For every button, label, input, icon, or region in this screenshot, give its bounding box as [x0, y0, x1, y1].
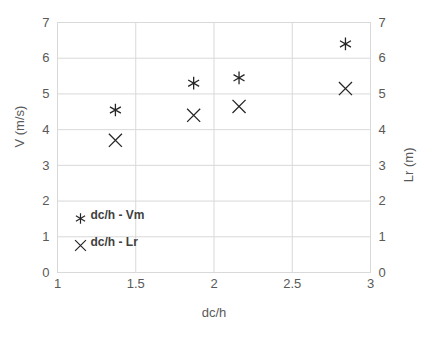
- svg-text:dc/h - Vm: dc/h - Vm: [91, 208, 145, 222]
- svg-text:4: 4: [42, 122, 49, 137]
- svg-text:5: 5: [379, 86, 386, 101]
- svg-text:4: 4: [379, 122, 386, 137]
- svg-text:3: 3: [42, 158, 49, 173]
- svg-text:1.5: 1.5: [127, 276, 145, 291]
- svg-text:2: 2: [210, 276, 217, 291]
- svg-text:2: 2: [379, 193, 386, 208]
- svg-text:2.5: 2.5: [283, 276, 301, 291]
- svg-text:0: 0: [42, 265, 49, 280]
- svg-text:dc/h: dc/h: [202, 305, 227, 320]
- svg-text:2: 2: [42, 193, 49, 208]
- svg-text:3: 3: [367, 276, 374, 291]
- svg-text:5: 5: [42, 86, 49, 101]
- svg-text:7: 7: [379, 15, 386, 30]
- svg-text:6: 6: [42, 50, 49, 65]
- svg-text:1: 1: [42, 229, 49, 244]
- svg-text:Lr (m): Lr (m): [401, 148, 416, 183]
- svg-text:1: 1: [54, 276, 61, 291]
- svg-text:0: 0: [379, 265, 386, 280]
- svg-text:7: 7: [42, 15, 49, 30]
- svg-text:1: 1: [379, 229, 386, 244]
- svg-text:3: 3: [379, 158, 386, 173]
- svg-text:6: 6: [379, 50, 386, 65]
- svg-text:V (m/s): V (m/s): [12, 106, 27, 148]
- svg-text:dc/h - Lr: dc/h - Lr: [91, 235, 139, 249]
